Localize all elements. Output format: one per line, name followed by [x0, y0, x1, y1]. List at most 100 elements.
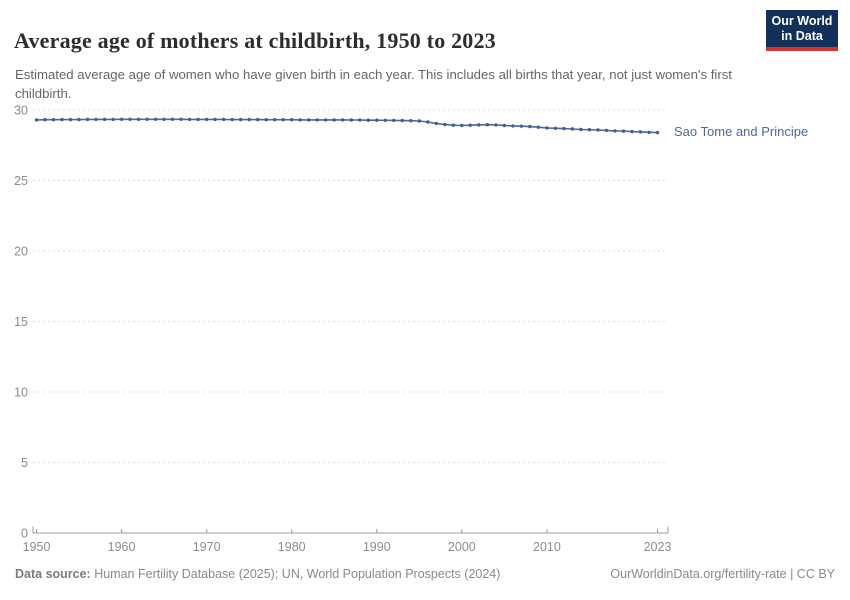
- data-point-marker: [417, 119, 421, 123]
- data-point-marker: [596, 128, 600, 132]
- data-point-marker: [409, 119, 413, 123]
- data-point-marker: [230, 117, 234, 122]
- data-point-marker: [545, 126, 549, 130]
- data-point-marker: [400, 118, 404, 123]
- x-tick-label: 1950: [23, 540, 51, 554]
- data-point-marker: [468, 123, 472, 127]
- owid-logo[interactable]: Our World in Data: [766, 10, 838, 51]
- data-point-marker: [655, 130, 660, 135]
- data-point-marker: [187, 117, 192, 122]
- y-tick-label: 15: [14, 315, 28, 329]
- data-point-marker: [528, 124, 532, 129]
- data-point-marker: [383, 118, 387, 123]
- data-point-marker: [273, 118, 277, 122]
- x-tick-label: 1970: [193, 540, 221, 554]
- series-end-label: Sao Tome and Principe: [674, 124, 809, 139]
- data-point-marker: [247, 117, 251, 122]
- x-tick-label: 2010: [533, 540, 561, 554]
- x-tick-label: 2023: [644, 540, 672, 554]
- data-point-marker: [536, 125, 541, 129]
- chart-footer: Data source: Human Fertility Database (2…: [0, 567, 850, 581]
- data-point-marker: [434, 121, 438, 126]
- data-source-label: Data source:: [15, 567, 91, 581]
- data-point-marker: [443, 122, 447, 127]
- data-point-marker: [426, 120, 430, 124]
- data-point-marker: [647, 130, 651, 134]
- data-point-marker: [604, 128, 609, 133]
- data-point-marker: [477, 123, 481, 127]
- data-point-marker: [68, 117, 73, 122]
- data-point-marker: [519, 124, 524, 128]
- data-point-marker: [638, 130, 643, 134]
- y-tick-label: 30: [14, 104, 28, 118]
- data-point-marker: [621, 129, 626, 133]
- data-point-marker: [85, 117, 90, 122]
- data-point-marker: [111, 117, 115, 122]
- data-point-marker: [375, 118, 379, 122]
- data-point-marker: [170, 117, 175, 122]
- data-point-marker: [153, 117, 158, 122]
- data-point-marker: [349, 118, 353, 122]
- data-point-marker: [34, 118, 39, 122]
- data-point-marker: [630, 129, 634, 134]
- data-point-marker: [579, 127, 583, 132]
- data-point-marker: [51, 118, 56, 122]
- data-point-marker: [494, 123, 498, 127]
- x-tick-label: 1960: [108, 540, 136, 554]
- series-line: [35, 118, 659, 134]
- data-point-marker: [222, 117, 226, 122]
- data-point-marker: [60, 117, 64, 122]
- owid-logo-line2: in Data: [781, 29, 823, 43]
- y-tick-label: 20: [14, 245, 28, 259]
- data-point-marker: [281, 118, 285, 122]
- y-tick-label: 25: [14, 174, 28, 188]
- data-point-marker: [324, 118, 328, 122]
- data-point-marker: [358, 118, 362, 122]
- y-tick-label: 10: [14, 386, 28, 400]
- data-point-marker: [613, 129, 617, 133]
- data-point-marker: [264, 118, 268, 122]
- chart-title: Average age of mothers at childbirth, 19…: [14, 27, 496, 53]
- y-tick-label: 5: [21, 456, 28, 470]
- data-point-marker: [511, 124, 515, 128]
- data-source-note: Data source: Human Fertility Database (2…: [15, 567, 500, 581]
- data-point-marker: [570, 127, 575, 131]
- owid-citation-link[interactable]: OurWorldinData.org/fertility-rate | CC B…: [610, 567, 835, 581]
- data-point-marker: [162, 117, 166, 122]
- data-point-marker: [119, 117, 124, 122]
- data-point-marker: [587, 128, 592, 132]
- data-point-marker: [485, 123, 490, 127]
- data-point-marker: [553, 126, 558, 130]
- data-point-marker: [145, 117, 149, 122]
- data-point-marker: [179, 117, 183, 122]
- data-point-marker: [136, 117, 141, 122]
- data-point-marker: [77, 117, 81, 122]
- x-tick-label: 1980: [278, 540, 306, 554]
- data-point-marker: [298, 118, 302, 122]
- data-point-marker: [290, 118, 294, 122]
- data-point-marker: [94, 117, 98, 122]
- data-point-marker: [562, 126, 566, 131]
- data-point-marker: [451, 123, 455, 127]
- chart-subtitle: Estimated average age of women who have …: [15, 67, 732, 102]
- owid-logo-line1: Our World: [771, 14, 833, 28]
- data-point-marker: [341, 118, 345, 122]
- data-point-marker: [128, 117, 132, 122]
- data-point-marker: [213, 117, 217, 122]
- data-point-marker: [196, 117, 200, 122]
- data-point-marker: [502, 123, 507, 128]
- data-point-marker: [392, 118, 396, 123]
- data-source-text: Human Fertility Database (2025); UN, Wor…: [90, 567, 501, 581]
- data-point-marker: [256, 117, 260, 122]
- data-point-marker: [204, 117, 209, 122]
- data-point-marker: [307, 118, 311, 122]
- data-point-marker: [366, 118, 370, 122]
- data-point-marker: [460, 123, 464, 128]
- data-point-marker: [315, 118, 319, 122]
- x-tick-label: 2000: [448, 540, 476, 554]
- y-tick-label: 0: [21, 527, 28, 541]
- x-tick-label: 1990: [363, 540, 391, 554]
- data-point-marker: [239, 117, 243, 122]
